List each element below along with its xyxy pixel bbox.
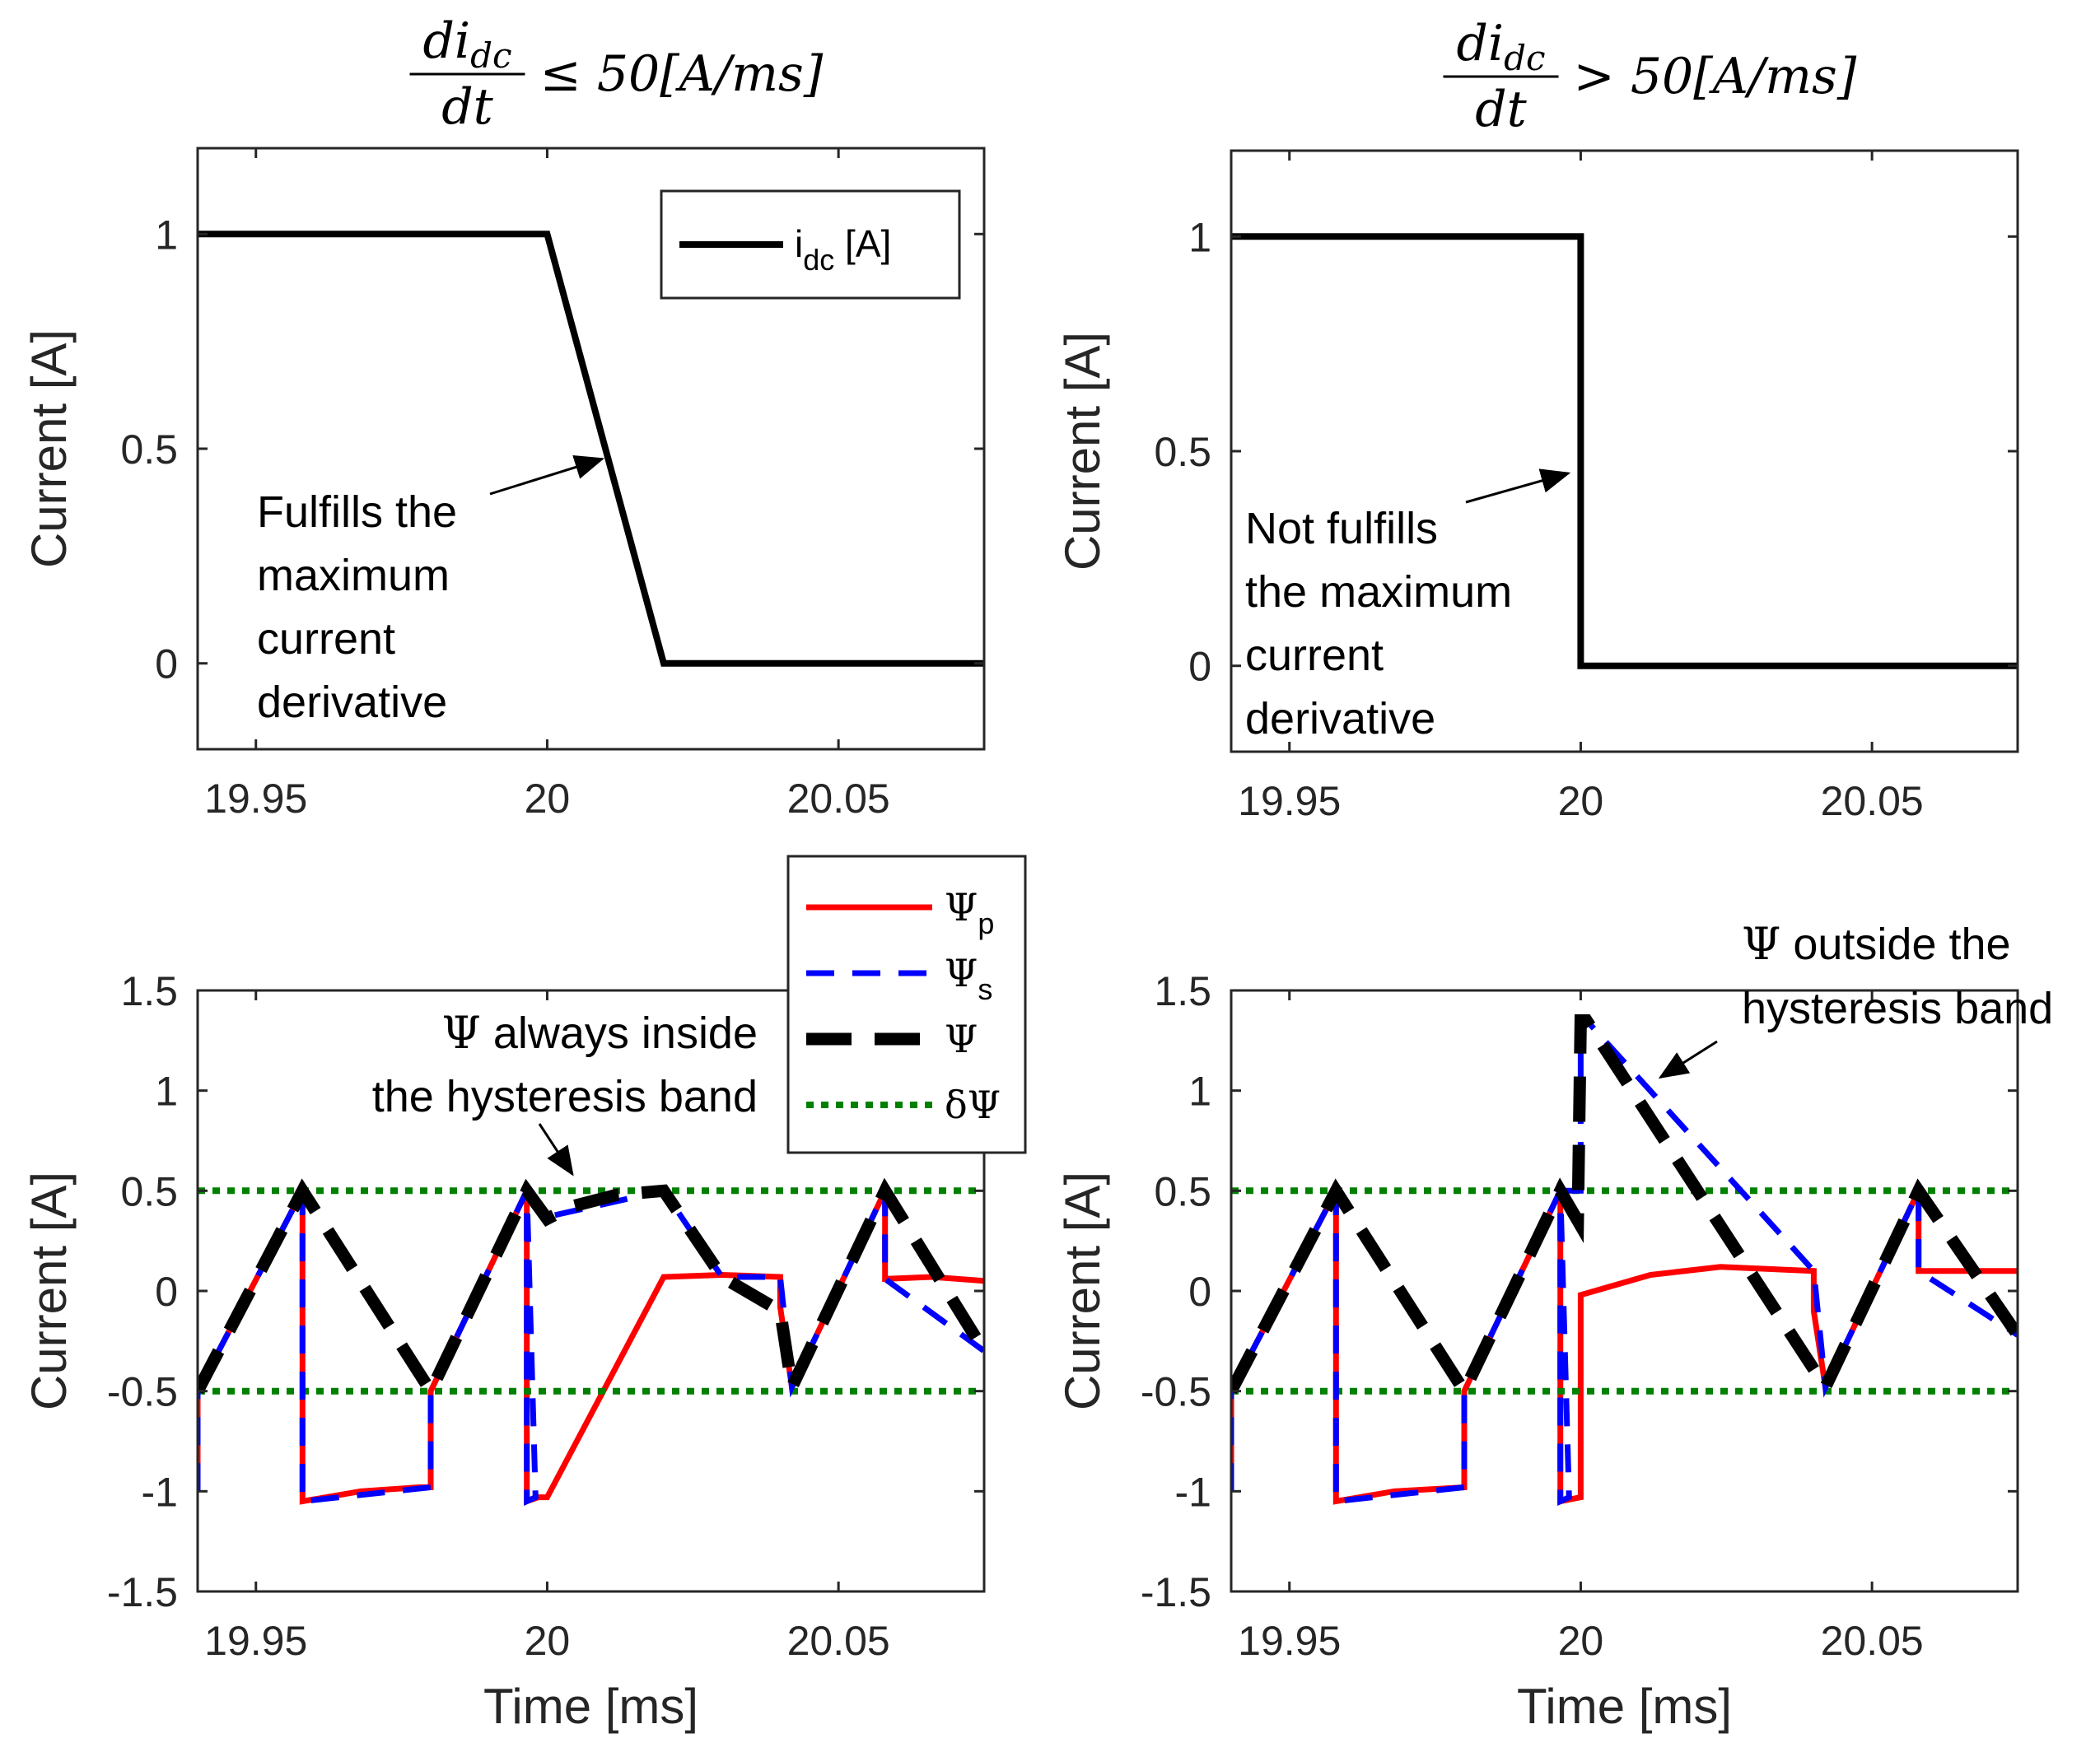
y-tick-label: 0.5 [1154, 1168, 1211, 1214]
y-tick-label: 0 [1188, 644, 1211, 690]
y-tick-label: 0.5 [120, 426, 178, 473]
y-tick-label: 1 [1188, 214, 1211, 260]
y-tick-label: -0.5 [107, 1369, 178, 1415]
annotation: Not fulfills the maximum current derivative [1245, 468, 1571, 743]
chart-bottom-right: 19.95 20 20.05 -1.5 -1 -0.5 0 0.5 1 1.5 Current [A… [1055, 918, 2053, 1734]
y-tick-label: -1 [1175, 1469, 1211, 1515]
legend-label: Ψs [945, 951, 992, 1006]
y-axis-label: Current [A] [21, 1172, 77, 1410]
series-idc-line [1231, 233, 2018, 669]
x-tick-label: 20 [1558, 778, 1604, 824]
y-axis-label: Current [A] [21, 329, 77, 568]
x-tick-label: 19.95 [1238, 778, 1341, 824]
plot-area [1231, 151, 2018, 752]
y-tick-label: 1 [1188, 1069, 1211, 1115]
legend: idc [A] [660, 189, 961, 300]
x-axis-label: Time [ms] [483, 1679, 698, 1734]
annotation-text: Ψ outside the [1742, 918, 2011, 970]
series-idc-line [198, 231, 984, 667]
title-numerator: didc [422, 12, 511, 76]
x-axis-label: Time [ms] [1517, 1679, 1732, 1734]
x-tick-label: 20.05 [1821, 778, 1924, 824]
legend-label: Ψp [945, 885, 994, 940]
y-tick-label: 1.5 [120, 968, 178, 1014]
annotation-text: derivative [257, 678, 447, 727]
annotation-text: hysteresis band [1742, 984, 2053, 1033]
annotation-text: Not fulfills [1245, 504, 1438, 553]
annotation-text: current [1245, 631, 1384, 680]
y-tick-label: 0 [1188, 1269, 1211, 1315]
x-tick-label: 20 [525, 776, 571, 822]
annotation-text: current [257, 614, 395, 664]
annotation-text: maximum [257, 551, 450, 600]
annotation-arrow [1658, 1040, 1718, 1079]
title-denominator: dt [441, 78, 493, 136]
annotation-arrow [538, 1123, 574, 1177]
legend: Ψp Ψs ΨδΨ [786, 855, 1027, 1154]
legend-label: δΨ [945, 1083, 1001, 1127]
plot-area [1231, 990, 2018, 1591]
title-relation: ≤ 50[A/ms] [540, 45, 824, 103]
y-axis-label: Current [A] [1055, 1172, 1110, 1410]
title-relation: > 50[A/ms] [1574, 48, 1857, 105]
annotation: Fulfills the maximum current derivative [257, 454, 605, 727]
y-tick-label: 0 [155, 641, 178, 687]
y-tick-label: -0.5 [1141, 1369, 1211, 1415]
title-numerator: didc [1456, 15, 1545, 78]
x-tick-label: 20 [1558, 1618, 1604, 1664]
x-tick-label: 20.05 [787, 776, 890, 822]
y-tick-label: -1 [142, 1469, 178, 1515]
series-group [198, 231, 984, 667]
annotation: Ψ always inside the hysteresis band [372, 1007, 758, 1177]
annotation-text: derivative [1245, 694, 1435, 743]
series-psi-line [1231, 1014, 2018, 1405]
x-tick-label: 19.95 [204, 776, 307, 822]
x-tick-label: 19.95 [1238, 1618, 1341, 1664]
y-tick-label: 1 [155, 1069, 178, 1115]
y-tick-label: -1.5 [1141, 1569, 1211, 1615]
y-tick-label: 0 [155, 1269, 178, 1315]
series-group [198, 1177, 984, 1506]
x-tick-label: 20.05 [787, 1618, 890, 1664]
x-tick-label: 20.05 [1821, 1618, 1924, 1664]
legend-label: Ψ [945, 1017, 978, 1061]
title-denominator: dt [1475, 81, 1527, 138]
series-psi-line [198, 1177, 984, 1409]
y-tick-label: 1 [155, 212, 178, 258]
x-tick-label: 19.95 [204, 1618, 307, 1664]
x-tick-label: 20 [525, 1618, 571, 1664]
y-tick-label: 0.5 [120, 1168, 178, 1214]
y-axis-label: Current [A] [1055, 332, 1110, 571]
y-tick-label: 1.5 [1154, 968, 1211, 1014]
annotation: Ψ outside the hysteresis band [1658, 918, 2053, 1079]
annotation-arrow [489, 454, 605, 496]
annotation-text: Fulfills the [257, 487, 457, 537]
annotation-text: the maximum [1245, 567, 1512, 617]
y-tick-label: -1.5 [107, 1569, 178, 1615]
chart-bottom-left: 19.95 20 20.05 -1.5 -1 -0.5 0 0.5 1 1.5 Current [A… [21, 855, 1027, 1734]
legend-label-idc: idc [A] [795, 222, 891, 277]
annotation-text: Ψ always inside [441, 1007, 758, 1059]
annotation-arrow [1465, 468, 1571, 504]
y-tick-label: 0.5 [1154, 429, 1211, 475]
series-group [1231, 233, 2018, 669]
annotation-text: the hysteresis band [372, 1072, 758, 1121]
series-group [1231, 1014, 2018, 1506]
